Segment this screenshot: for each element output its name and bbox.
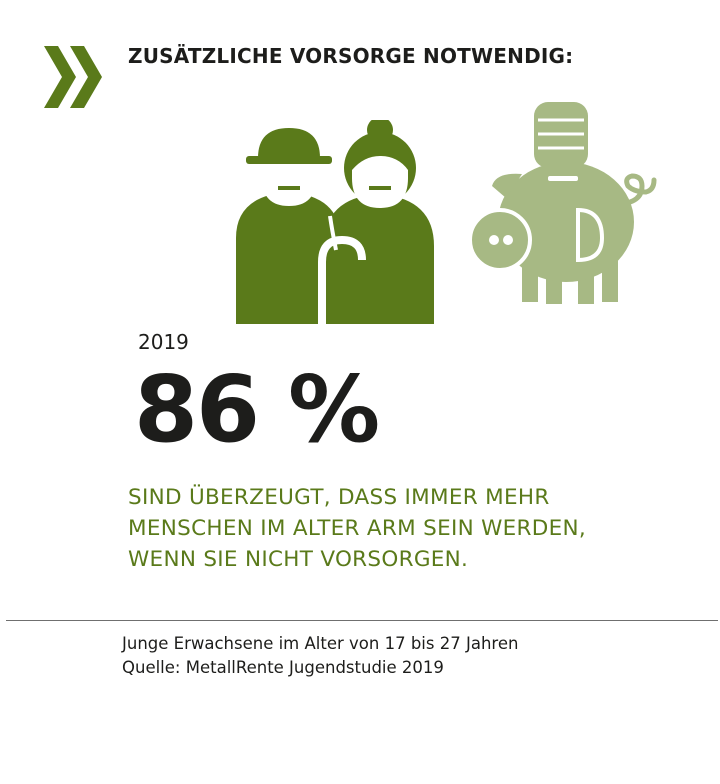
- source-note: Junge Erwachsene im Alter von 17 bis 27 …: [122, 632, 518, 680]
- stat-statement: SIND ÜBERZEUGT, DASS IMMER MEHR MENSCHEN…: [128, 482, 688, 575]
- source-line: Junge Erwachsene im Alter von 17 bis 27 …: [122, 634, 519, 653]
- statement-line: SIND ÜBERZEUGT, DASS IMMER MEHR: [128, 485, 550, 510]
- elderly-couple-icon: [236, 120, 434, 324]
- double-chevron-right-icon: [44, 46, 102, 108]
- statement-line: MENSCHEN IM ALTER ARM SEIN WERDEN,: [128, 516, 587, 541]
- stat-value: 86 %: [134, 356, 380, 463]
- source-line: Quelle: MetallRente Jugendstudie 2019: [122, 658, 444, 677]
- page-title: ZUSÄTZLICHE VORSORGE NOTWENDIG:: [128, 44, 574, 68]
- stat-year: 2019: [138, 330, 189, 354]
- statement-line: WENN SIE NICHT VORSORGEN.: [128, 547, 469, 572]
- divider: [6, 620, 718, 621]
- piggy-bank-with-coins-icon: [468, 102, 657, 304]
